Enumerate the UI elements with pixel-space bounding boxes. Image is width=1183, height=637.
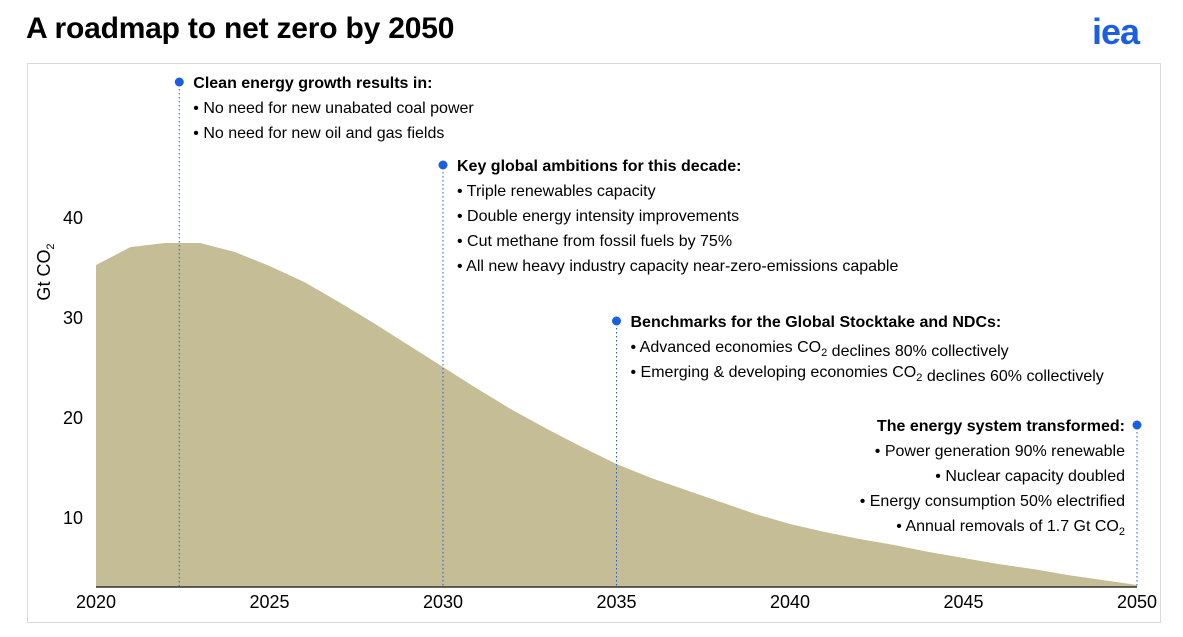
annotation-heading: Clean energy growth results in: <box>193 75 432 92</box>
annotation-marker <box>174 77 184 87</box>
annotation-item: • Cut methane from fossil fuels by 75% <box>457 233 732 250</box>
annotation-item: • All new heavy industry capacity near-z… <box>457 258 898 275</box>
chart-frame <box>27 63 1161 623</box>
y-tick-label: 20 <box>63 408 83 428</box>
x-tick-label: 2035 <box>596 592 636 612</box>
annotation-item: • Emerging & developing economies CO2 de… <box>631 364 1104 385</box>
x-tick-label: 2025 <box>249 592 289 612</box>
annotation-heading: Benchmarks for the Global Stocktake and … <box>631 314 1002 331</box>
annotation-item: • Triple renewables capacity <box>457 183 656 200</box>
annotation-item: • Nuclear capacity doubled <box>935 468 1125 485</box>
x-tick-label: 2020 <box>76 592 116 612</box>
annotation-item: • Energy consumption 50% electrified <box>860 493 1125 510</box>
annotation-marker <box>1132 420 1142 430</box>
y-tick-label: 40 <box>63 208 83 228</box>
annotation-item: • Advanced economies CO2 declines 80% co… <box>631 339 1009 360</box>
annotation-item: • No need for new oil and gas fields <box>193 125 444 142</box>
iea-logo: iea <box>1092 11 1140 52</box>
annotation-item: • Power generation 90% renewable <box>875 443 1125 460</box>
x-tick-label: 2045 <box>943 592 983 612</box>
annotation-item: • Annual removals of 1.7 Gt CO2 <box>896 518 1125 538</box>
x-tick-label: 2030 <box>423 592 463 612</box>
annotation-marker <box>612 316 621 326</box>
annotation-heading: Key global ambitions for this decade: <box>457 158 742 175</box>
page-title: A roadmap to net zero by 2050 <box>26 12 455 45</box>
annotation-item: • Double energy intensity improvements <box>457 208 739 225</box>
x-tick-label: 2040 <box>770 592 810 612</box>
x-tick-label: 2050 <box>1117 592 1157 612</box>
emissions-area <box>96 243 1137 587</box>
y-tick-label: 10 <box>63 508 83 528</box>
annotation-item: • No need for new unabated coal power <box>193 100 474 117</box>
y-tick-label: 30 <box>63 308 83 328</box>
annotation-marker <box>438 160 448 170</box>
y-axis-label: Gt CO2 <box>34 243 57 300</box>
annotation-heading: The energy system transformed: <box>877 418 1125 435</box>
